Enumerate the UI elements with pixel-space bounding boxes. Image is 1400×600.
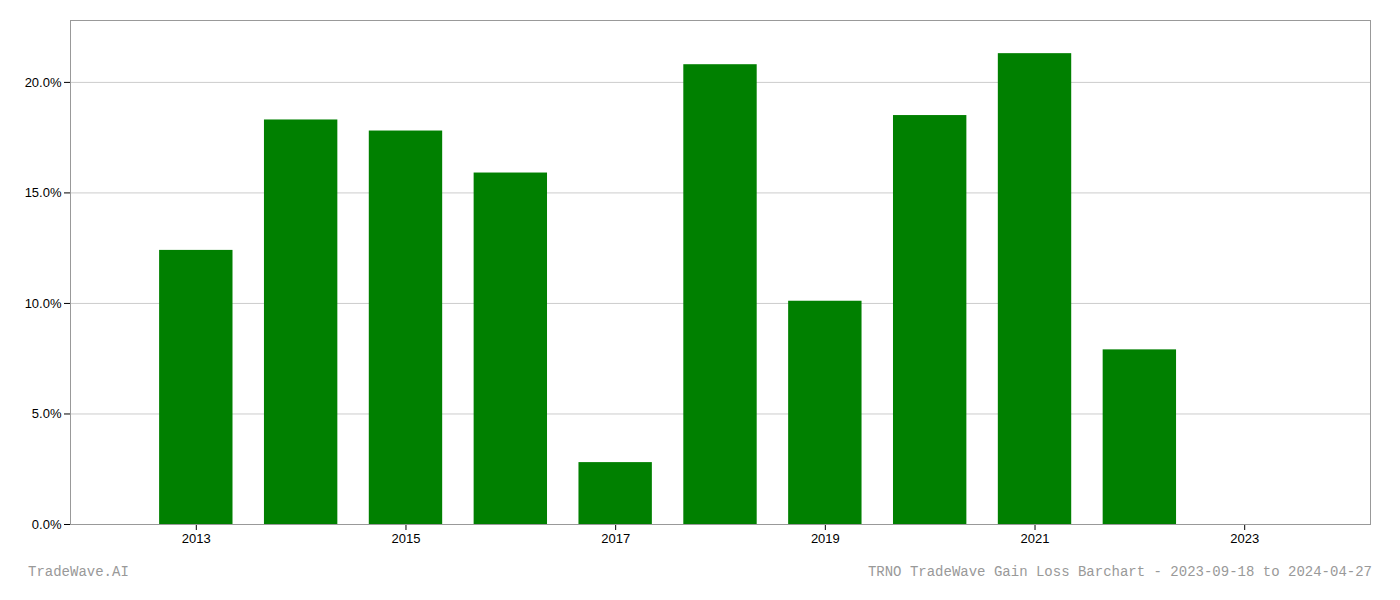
svg-text:2019: 2019 xyxy=(811,531,840,546)
svg-text:10.0%: 10.0% xyxy=(25,296,62,311)
svg-text:0.0%: 0.0% xyxy=(32,517,62,532)
svg-text:2013: 2013 xyxy=(182,531,211,546)
html-text:TRNO TradeWave Gain Loss Barch: TRNO TradeWave Gain Loss Barchart - 2023… xyxy=(867,564,1372,580)
svg-text:2015: 2015 xyxy=(392,531,421,546)
html-text:TradeWave.AI: TradeWave.AI xyxy=(28,564,129,580)
svg-text:20.0%: 20.0% xyxy=(25,75,62,90)
svg-text:2021: 2021 xyxy=(1021,531,1050,546)
svg-text:5.0%: 5.0% xyxy=(32,406,62,421)
svg-text:15.0%: 15.0% xyxy=(25,185,62,200)
svg-text:2017: 2017 xyxy=(601,531,630,546)
svg-text:2023: 2023 xyxy=(1230,531,1259,546)
